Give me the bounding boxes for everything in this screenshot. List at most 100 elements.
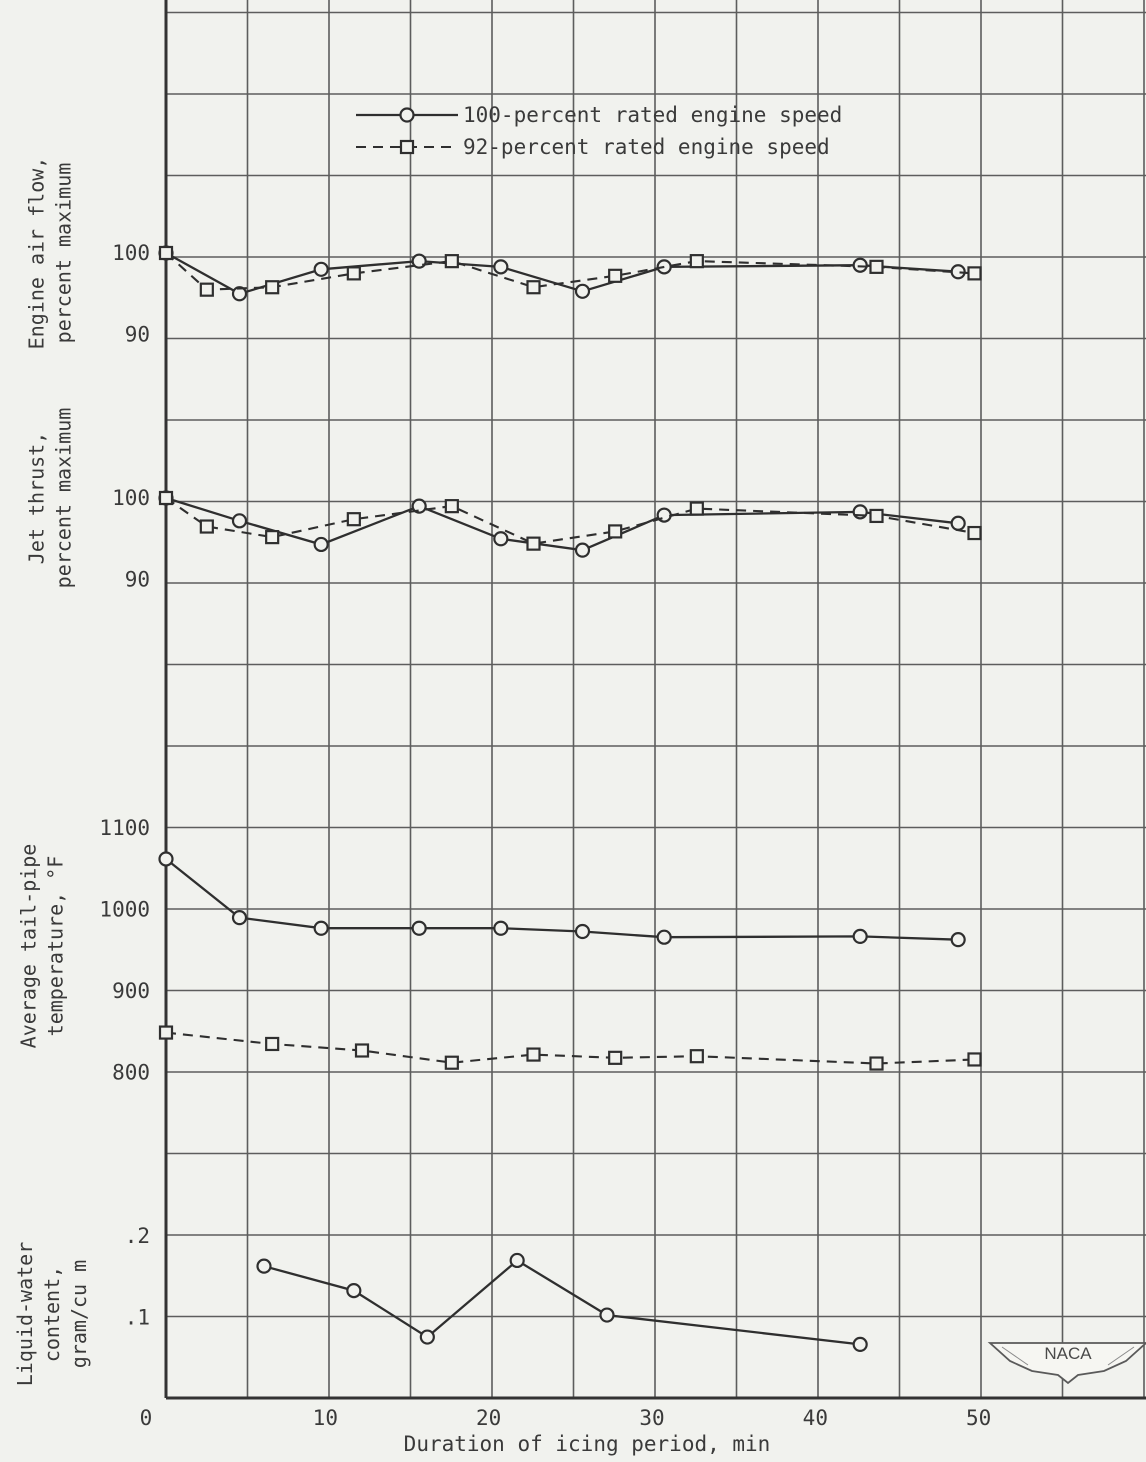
series-line-92-thrust xyxy=(165,497,975,545)
data-point-square xyxy=(967,266,982,281)
y-axis-label-line: percent maximum xyxy=(52,408,76,589)
data-point-square xyxy=(354,1043,370,1058)
data-point-square xyxy=(265,280,280,295)
data-point-square xyxy=(608,268,623,283)
y-axis-label: Liquid-water content, gram/cu m xyxy=(13,1242,91,1387)
data-point-square xyxy=(526,1047,541,1062)
data-point-circle xyxy=(493,531,509,547)
data-point-square xyxy=(158,245,174,261)
y-tick-label: 90 xyxy=(125,568,150,592)
data-point-circle xyxy=(313,920,329,936)
y-tick-label: 800 xyxy=(112,1061,150,1085)
data-point-square xyxy=(526,280,541,295)
data-point-square xyxy=(526,536,541,551)
data-point-square xyxy=(199,282,214,297)
y-axis-label-line: Jet thrust, xyxy=(25,432,49,564)
x-tick-label: 30 xyxy=(639,1406,664,1430)
y-axis-label-line: Engine air flow, xyxy=(25,157,49,350)
x-tick-label: 0 xyxy=(140,1406,153,1430)
data-point-square xyxy=(346,512,361,527)
data-point-square xyxy=(444,1055,459,1070)
data-point-square xyxy=(444,499,459,514)
series-line-100-airflow xyxy=(165,251,959,296)
data-point-square xyxy=(967,525,982,541)
data-point-square xyxy=(689,501,704,516)
series-layer xyxy=(158,245,982,1352)
data-point-circle xyxy=(950,515,966,531)
legend-marker-circle xyxy=(399,107,415,123)
chart-axes xyxy=(164,0,1146,1400)
x-tick-label: 50 xyxy=(966,1406,991,1430)
data-point-circle xyxy=(574,542,591,558)
data-point-square xyxy=(869,1056,884,1071)
series-line-92-temperature xyxy=(165,1031,975,1065)
y-axis-label: Average tail-pipe temperature, °F xyxy=(17,844,68,1049)
data-point-circle xyxy=(950,932,966,948)
series-line-100-thrust xyxy=(165,496,959,552)
data-point-circle xyxy=(419,1329,435,1345)
y-axis-label-line: temperature, °F xyxy=(44,856,68,1037)
y-tick-label: 90 xyxy=(125,323,150,347)
data-point-square xyxy=(158,1025,174,1040)
y-axis-label-line: content, xyxy=(40,1266,64,1362)
y-tick-label: 1100 xyxy=(99,816,150,840)
x-tick-label: 20 xyxy=(476,1406,501,1430)
data-point-circle xyxy=(411,920,427,936)
data-point-square xyxy=(689,254,704,269)
data-point-circle xyxy=(852,1336,868,1352)
data-point-square xyxy=(346,266,361,281)
y-axis-label-line: Average tail-pipe xyxy=(17,844,41,1049)
x-tick-label: 40 xyxy=(803,1406,828,1430)
y-tick-label: 100 xyxy=(112,486,150,510)
y-tick-label: 100 xyxy=(112,241,150,265)
naca-logo: NACA xyxy=(987,1342,1146,1385)
legend-label-92: 92-percent rated engine speed xyxy=(463,135,830,159)
data-point-circle xyxy=(231,513,248,529)
data-point-circle xyxy=(231,910,248,926)
data-point-circle xyxy=(852,257,868,273)
data-point-circle xyxy=(313,261,329,277)
data-point-square xyxy=(265,1036,280,1052)
data-point-circle xyxy=(256,1258,272,1274)
y-axis-label-line: percent maximum xyxy=(52,163,76,344)
chart-legend: 100-percent rated engine speed 92-percent… xyxy=(356,103,842,159)
legend-label-100: 100-percent rated engine speed xyxy=(463,103,842,127)
y-tick-label: .2 xyxy=(125,1224,150,1248)
y-tick-label: 1000 xyxy=(99,898,150,922)
data-point-square xyxy=(869,508,884,524)
legend-marker-square xyxy=(399,139,415,155)
data-point-square xyxy=(967,1052,982,1067)
y-tick-labels: 100 90 100 90 1100 1000 900 800 .2 .1 xyxy=(99,241,150,1330)
data-point-circle xyxy=(574,283,591,299)
x-axis-label: Duration of icing period, min xyxy=(404,1432,771,1456)
y-axis-label: Jet thrust, percent maximum xyxy=(25,408,76,589)
series-line-92-airflow xyxy=(165,252,975,291)
data-point-circle xyxy=(509,1252,525,1269)
data-point-circle xyxy=(346,1283,362,1299)
data-point-circle xyxy=(574,923,591,940)
y-axis-label-line: gram/cu m xyxy=(67,1260,91,1368)
y-tick-label: .1 xyxy=(125,1306,150,1330)
data-point-circle xyxy=(493,259,509,275)
data-point-circle xyxy=(493,920,509,936)
series-line-100-temperature xyxy=(165,858,959,941)
data-point-circle xyxy=(411,498,427,514)
data-point-circle xyxy=(231,286,248,302)
x-tick-labels: 0 10 20 30 40 50 xyxy=(140,1406,992,1430)
data-point-square xyxy=(444,254,459,269)
data-point-square xyxy=(158,490,174,506)
data-point-circle xyxy=(158,851,174,867)
data-point-square xyxy=(608,524,623,539)
data-point-square xyxy=(608,1050,623,1065)
data-point-circle xyxy=(599,1307,615,1323)
data-point-square xyxy=(869,259,884,274)
y-tick-label: 900 xyxy=(112,979,150,1003)
y-axis-label: Engine air flow, percent maximum xyxy=(25,157,76,350)
logo-text: NACA xyxy=(1044,1344,1092,1363)
data-point-square xyxy=(689,1049,704,1064)
data-point-square xyxy=(265,530,280,545)
x-tick-label: 10 xyxy=(313,1406,338,1430)
